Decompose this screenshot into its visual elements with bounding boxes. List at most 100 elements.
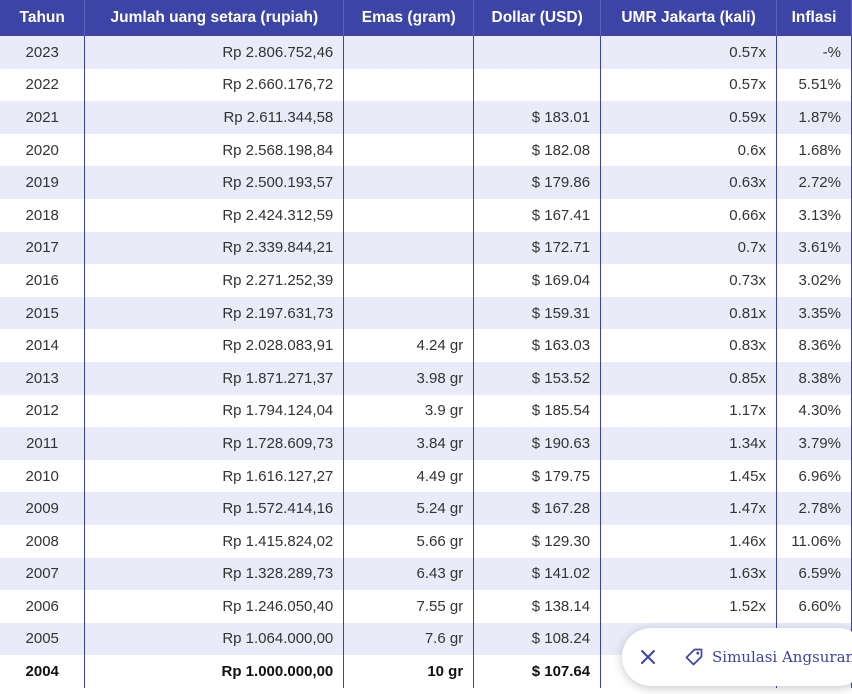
table-row: 2018 Rp 2.424.312,59 $ 167.41 0.66x 3.13% — [0, 198, 852, 232]
cell-year: 2005 — [0, 622, 86, 656]
cell-rupiah: Rp 2.500.193,57 — [84, 166, 345, 199]
cell-gold: 3.9 gr — [343, 394, 475, 428]
cell-umr: 0.57x — [600, 36, 777, 69]
cell-dollar: $ 179.75 — [473, 459, 602, 493]
simulasi-angsuran-label: Simulasi Angsuran — [712, 648, 852, 666]
cell-rupiah: Rp 1.246.050,40 — [84, 590, 345, 623]
cell-gold: 3.98 gr — [343, 361, 475, 395]
cell-umr: 1.63x — [600, 557, 777, 591]
header-year[interactable]: Tahun — [0, 0, 86, 36]
cell-inflation: 6.60% — [776, 590, 852, 623]
header-gold[interactable]: Emas (gram) — [343, 0, 475, 36]
table-row: 2017 Rp 2.339.844,21 $ 172.71 0.7x 3.61% — [0, 231, 852, 265]
table-row: 2007 Rp 1.328.289,73 6.43 gr $ 141.02 1.63x 6… — [0, 557, 852, 591]
cell-inflation: 2.78% — [776, 492, 852, 525]
cell-umr: 0.7x — [600, 231, 777, 265]
cell-dollar: $ 183.01 — [473, 101, 602, 134]
cell-dollar: $ 185.54 — [473, 394, 602, 428]
cell-year: 2019 — [0, 166, 86, 199]
cell-inflation: -% — [776, 36, 852, 69]
cell-rupiah: Rp 2.424.312,59 — [84, 198, 345, 232]
cell-inflation: 3.61% — [776, 231, 852, 265]
cell-year: 2021 — [0, 101, 86, 134]
cell-rupiah: Rp 1.000.000,00 — [84, 655, 345, 688]
cell-umr: 1.47x — [600, 492, 777, 525]
cell-dollar: $ 138.14 — [473, 590, 602, 623]
cell-inflation: 6.59% — [776, 557, 852, 591]
cell-dollar: $ 167.28 — [473, 492, 602, 525]
cell-inflation: 4.30% — [776, 394, 852, 428]
cell-umr: 0.81x — [600, 296, 777, 330]
header-rupiah[interactable]: Jumlah uang setara (rupiah) — [84, 0, 345, 36]
cell-rupiah: Rp 1.616.127,27 — [84, 459, 345, 493]
cell-umr: 0.73x — [600, 264, 777, 297]
floating-action-bar: Simulasi Angsuran — [622, 628, 852, 686]
cell-gold: 4.49 gr — [343, 459, 475, 493]
close-icon[interactable] — [638, 647, 658, 667]
cell-year: 2004 — [0, 655, 86, 688]
cell-inflation: 1.68% — [776, 133, 852, 167]
table-row: 2020 Rp 2.568.198,84 $ 182.08 0.6x 1.68% — [0, 133, 852, 167]
cell-rupiah: Rp 1.572.414,16 — [84, 492, 345, 525]
cell-umr: 1.46x — [600, 524, 777, 558]
cell-dollar: $ 107.64 — [473, 655, 602, 688]
cell-umr: 0.83x — [600, 329, 777, 362]
cell-gold — [343, 36, 475, 69]
cell-rupiah: Rp 2.197.631,73 — [84, 296, 345, 330]
cell-dollar: $ 167.41 — [473, 198, 602, 232]
table-row: 2016 Rp 2.271.252,39 $ 169.04 0.73x 3.02% — [0, 264, 852, 297]
cell-gold — [343, 133, 475, 167]
simulasi-angsuran-button[interactable]: Simulasi Angsuran — [684, 647, 852, 667]
cell-year: 2016 — [0, 264, 86, 297]
cell-dollar: $ 129.30 — [473, 524, 602, 558]
table-row: 2012 Rp 1.794.124,04 3.9 gr $ 185.54 1.17x 4.… — [0, 394, 852, 428]
cell-inflation: 5.51% — [776, 68, 852, 102]
cell-year: 2023 — [0, 36, 86, 69]
cell-gold — [343, 166, 475, 199]
table-row: 2011 Rp 1.728.609,73 3.84 gr $ 190.63 1.34x 3… — [0, 427, 852, 460]
cell-dollar: $ 172.71 — [473, 231, 602, 265]
cell-dollar: $ 153.52 — [473, 361, 602, 395]
cell-gold — [343, 231, 475, 265]
cell-rupiah: Rp 2.339.844,21 — [84, 231, 345, 265]
cell-year: 2015 — [0, 296, 86, 330]
cell-rupiah: Rp 1.415.824,02 — [84, 524, 345, 558]
cell-year: 2009 — [0, 492, 86, 525]
cell-umr: 1.17x — [600, 394, 777, 428]
cell-dollar — [473, 36, 602, 69]
cell-rupiah: Rp 2.611.344,58 — [84, 101, 345, 134]
cell-dollar: $ 169.04 — [473, 264, 602, 297]
header-dollar[interactable]: Dollar (USD) — [473, 0, 602, 36]
cell-umr: 0.63x — [600, 166, 777, 199]
cell-gold — [343, 68, 475, 102]
cell-year: 2012 — [0, 394, 86, 428]
table-row: 2022 Rp 2.660.176,72 0.57x 5.51% — [0, 68, 852, 102]
cell-rupiah: Rp 1.728.609,73 — [84, 427, 345, 460]
cell-rupiah: Rp 1.328.289,73 — [84, 557, 345, 591]
cell-year: 2022 — [0, 68, 86, 102]
cell-dollar: $ 159.31 — [473, 296, 602, 330]
cell-rupiah: Rp 2.660.176,72 — [84, 68, 345, 102]
table-header-row: Tahun Jumlah uang setara (rupiah) Emas (… — [0, 0, 852, 36]
cell-inflation: 3.13% — [776, 198, 852, 232]
cell-gold: 4.24 gr — [343, 329, 475, 362]
table-row: 2021 Rp 2.611.344,58 $ 183.01 0.59x 1.87% — [0, 101, 852, 134]
header-inflation[interactable]: Inflasi — [776, 0, 852, 36]
table-row: 2010 Rp 1.616.127,27 4.49 gr $ 179.75 1.45x 6… — [0, 459, 852, 493]
cell-year: 2013 — [0, 361, 86, 395]
cell-gold: 7.55 gr — [343, 590, 475, 623]
cell-gold: 10 gr — [343, 655, 475, 688]
cell-rupiah: Rp 2.028.083,91 — [84, 329, 345, 362]
cell-year: 2011 — [0, 427, 86, 460]
cell-inflation: 1.87% — [776, 101, 852, 134]
cell-rupiah: Rp 2.568.198,84 — [84, 133, 345, 167]
cell-dollar: $ 190.63 — [473, 427, 602, 460]
header-umr[interactable]: UMR Jakarta (kali) — [600, 0, 777, 36]
cell-inflation: 11.06% — [776, 524, 852, 558]
cell-umr: 0.59x — [600, 101, 777, 134]
cell-rupiah: Rp 2.806.752,46 — [84, 36, 345, 69]
cell-inflation: 3.79% — [776, 427, 852, 460]
table-row: 2023 Rp 2.806.752,46 0.57x -% — [0, 36, 852, 69]
cell-year: 2008 — [0, 524, 86, 558]
